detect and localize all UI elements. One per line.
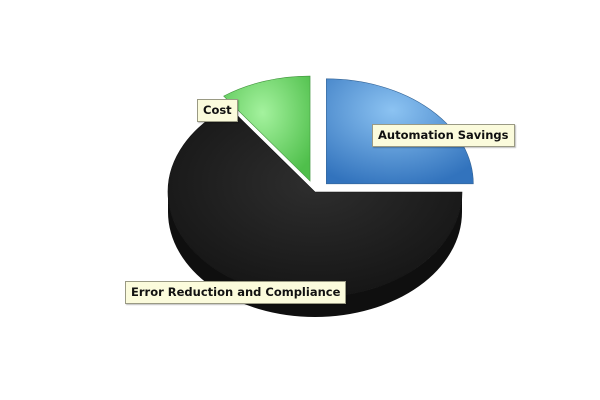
slice-label-error-reduction: Error Reduction and Compliance <box>125 281 347 304</box>
pie-slice-cost <box>223 75 311 182</box>
slice-label-automation-savings: Automation Savings <box>372 124 515 147</box>
slice-label-cost: Cost <box>197 99 238 122</box>
